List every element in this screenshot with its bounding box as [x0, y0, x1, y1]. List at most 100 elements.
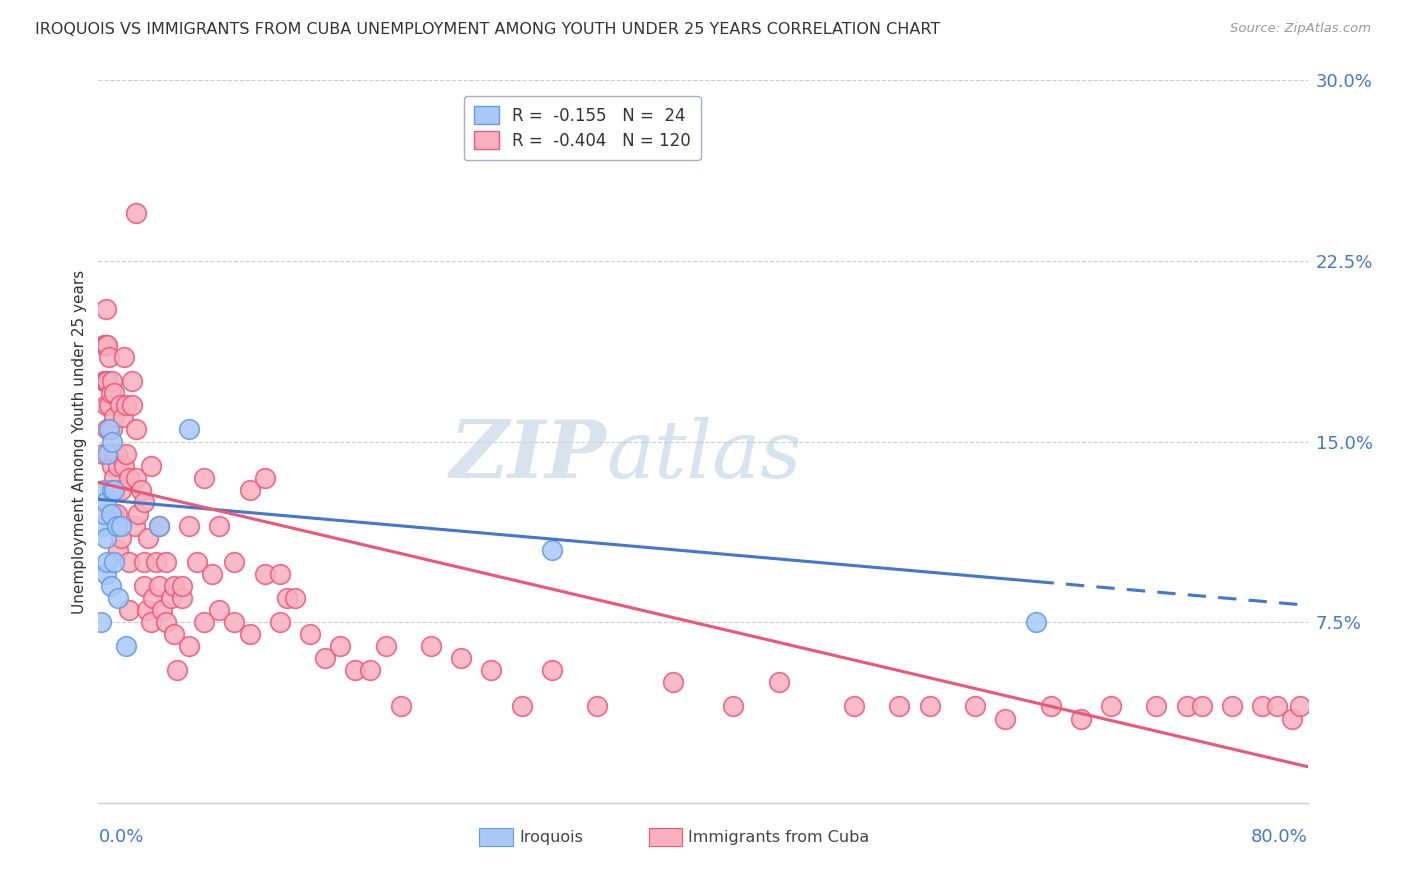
Point: [103, 507, 125, 521]
Point: [96, 446, 118, 460]
Text: Immigrants from Cuba: Immigrants from Cuba: [689, 830, 870, 845]
Point: [118, 603, 141, 617]
Point: [94, 301, 117, 317]
Point: [94, 531, 117, 545]
Point: [450, 651, 472, 665]
Point: [299, 627, 322, 641]
Point: [98, 422, 121, 436]
Point: [118, 470, 141, 484]
Point: [94, 338, 117, 352]
Point: [96, 374, 118, 388]
Text: Iroquois: Iroquois: [519, 830, 583, 845]
Point: [239, 483, 262, 497]
Point: [155, 615, 177, 630]
Point: [101, 434, 124, 449]
Point: [125, 422, 148, 436]
Point: [141, 458, 163, 473]
Point: [269, 615, 291, 630]
Point: [1191, 699, 1213, 714]
Point: [163, 627, 186, 641]
Point: [107, 458, 129, 473]
Point: [100, 386, 122, 401]
Point: [90, 615, 112, 630]
Point: [284, 591, 307, 605]
Y-axis label: Unemployment Among Youth under 25 years: Unemployment Among Youth under 25 years: [72, 269, 87, 614]
Point: [108, 398, 131, 412]
Text: 80.0%: 80.0%: [1251, 828, 1308, 847]
Point: [420, 639, 443, 653]
Point: [844, 699, 866, 714]
Point: [269, 567, 291, 582]
Text: ZIP: ZIP: [450, 417, 606, 495]
Point: [510, 699, 533, 714]
Point: [110, 531, 132, 545]
Point: [121, 398, 143, 412]
Point: [103, 446, 125, 460]
Point: [186, 555, 208, 569]
Point: [103, 483, 125, 497]
Point: [1220, 699, 1243, 714]
Point: [132, 555, 155, 569]
Point: [160, 591, 183, 605]
Point: [170, 591, 193, 605]
Text: 0.0%: 0.0%: [98, 828, 143, 847]
Point: [101, 458, 124, 473]
Point: [148, 518, 170, 533]
Point: [1267, 699, 1289, 714]
Point: [239, 627, 262, 641]
Point: [129, 483, 152, 497]
Point: [93, 483, 115, 497]
Point: [1144, 699, 1167, 714]
Point: [96, 338, 118, 352]
Point: [100, 579, 122, 593]
Point: [360, 664, 382, 678]
Point: [112, 350, 135, 364]
Point: [344, 664, 367, 678]
Point: [768, 675, 790, 690]
Point: [135, 603, 157, 617]
Point: [329, 639, 352, 653]
Point: [94, 374, 117, 388]
Point: [103, 410, 125, 425]
Point: [110, 518, 132, 533]
Point: [1070, 712, 1092, 726]
Point: [201, 567, 224, 582]
Text: IROQUOIS VS IMMIGRANTS FROM CUBA UNEMPLOYMENT AMONG YOUTH UNDER 25 YEARS CORRELA: IROQUOIS VS IMMIGRANTS FROM CUBA UNEMPLO…: [35, 22, 941, 37]
Point: [1175, 699, 1198, 714]
Point: [166, 664, 188, 678]
Point: [125, 205, 148, 219]
Point: [179, 422, 201, 436]
Point: [105, 518, 128, 533]
Point: [148, 518, 170, 533]
Point: [179, 518, 201, 533]
Legend: R =  -0.155   N =  24, R =  -0.404   N = 120: R = -0.155 N = 24, R = -0.404 N = 120: [464, 95, 700, 160]
Point: [889, 699, 911, 714]
Point: [110, 483, 132, 497]
Point: [253, 470, 276, 484]
Point: [145, 555, 167, 569]
Point: [105, 446, 128, 460]
Point: [142, 591, 165, 605]
Point: [193, 615, 215, 630]
Point: [481, 664, 503, 678]
Point: [101, 483, 124, 497]
Point: [1099, 699, 1122, 714]
Point: [965, 699, 987, 714]
Point: [136, 531, 159, 545]
Point: [93, 507, 115, 521]
Point: [208, 603, 231, 617]
Point: [253, 567, 276, 582]
Point: [103, 555, 125, 569]
Point: [540, 542, 562, 557]
Point: [94, 398, 117, 412]
Point: [170, 579, 193, 593]
Point: [124, 518, 146, 533]
Point: [93, 338, 115, 352]
Point: [918, 699, 941, 714]
Point: [93, 374, 115, 388]
Point: [111, 410, 134, 425]
Point: [163, 579, 186, 593]
Text: atlas: atlas: [606, 417, 801, 495]
Point: [276, 591, 298, 605]
Point: [98, 350, 121, 364]
